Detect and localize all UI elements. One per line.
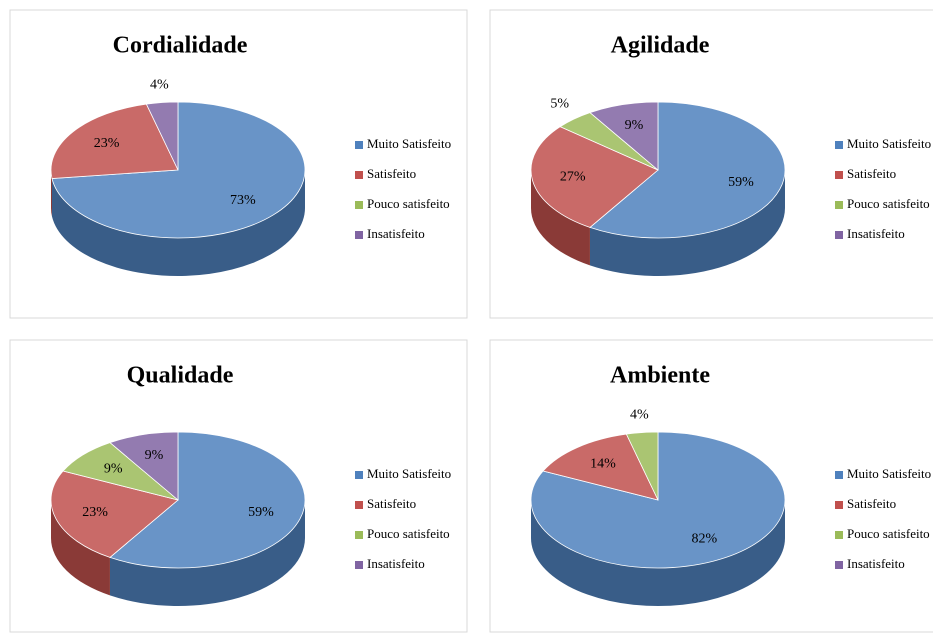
slice: [530, 431, 786, 569]
legend-label: Muito Satisfeito: [367, 466, 451, 481]
legend-swatch: [355, 531, 363, 539]
slice: [589, 101, 659, 171]
legend-label: Insatisfeito: [367, 556, 425, 571]
slice: [625, 431, 659, 501]
chart-panel: Agilidade 59% 27% 5% 9% Muito Satisfeito Satis…: [489, 9, 933, 319]
legend-swatch: [355, 471, 363, 479]
legend-label: Pouco satisfeito: [847, 526, 930, 541]
legend-label: Pouco satisfeito: [367, 196, 450, 211]
chart-title: Ambiente: [610, 363, 710, 389]
slice: [109, 431, 179, 501]
slice: [542, 433, 659, 501]
legend-swatch: [835, 471, 843, 479]
legend-swatch: [835, 531, 843, 539]
slice: [530, 126, 659, 228]
legend-swatch: [835, 171, 843, 179]
legend-label: Insatisfeito: [367, 226, 425, 241]
data-label: 4%: [150, 77, 169, 92]
legend-swatch: [355, 501, 363, 509]
legend-label: Pouco satisfeito: [847, 196, 930, 211]
legend-swatch: [835, 201, 843, 209]
slice: [145, 101, 179, 171]
data-label: 23%: [82, 505, 108, 520]
legend-label: Satisfeito: [847, 166, 896, 181]
legend-swatch: [355, 201, 363, 209]
legend-label: Muito Satisfeito: [847, 136, 931, 151]
legend-label: Insatisfeito: [847, 556, 905, 571]
legend-label: Muito Satisfeito: [847, 466, 931, 481]
data-label: 9%: [625, 118, 644, 133]
data-label: 14%: [590, 457, 616, 472]
legend-label: Satisfeito: [367, 496, 416, 511]
slice-side: [52, 170, 305, 277]
legend-label: Satisfeito: [847, 496, 896, 511]
data-label: 73%: [230, 193, 256, 208]
legend-swatch: [835, 501, 843, 509]
chart-panel: Qualidade 59% 23% 9% 9% Muito Satisfeito Satis…: [9, 339, 468, 633]
data-label: 27%: [560, 169, 586, 184]
legend-swatch: [835, 231, 843, 239]
legend-label: Pouco satisfeito: [367, 526, 450, 541]
slice: [51, 101, 306, 239]
slice-side: [51, 500, 110, 596]
data-label: 23%: [94, 136, 120, 151]
slice: [109, 431, 306, 569]
slice: [50, 470, 179, 558]
chart-title: Cordialidade: [113, 33, 248, 59]
data-label: 9%: [145, 448, 164, 463]
legend-swatch: [355, 561, 363, 569]
legend-swatch: [835, 141, 843, 149]
slice-side: [51, 170, 53, 217]
slice-side: [589, 170, 785, 276]
legend-swatch: [355, 141, 363, 149]
legend-label: Satisfeito: [367, 166, 416, 181]
slice-side: [109, 500, 306, 607]
chart-title: Qualidade: [127, 363, 234, 389]
chart-title: Agilidade: [611, 33, 710, 59]
legend-label: Insatisfeito: [847, 226, 905, 241]
slice: [50, 103, 179, 179]
legend-swatch: [835, 561, 843, 569]
data-label: 4%: [630, 407, 649, 422]
slice-side: [531, 170, 590, 266]
chart-panel: Ambiente 82% 14% 4% Muito Satisfeito Satisfei…: [489, 339, 933, 633]
slice-side: [531, 500, 785, 606]
legend-swatch: [355, 171, 363, 179]
legend-swatch: [355, 231, 363, 239]
data-label: 59%: [248, 505, 274, 520]
data-label: 82%: [691, 531, 717, 546]
chart-panel: Cordialidade 73% 23% 4% Muito Satisfeito Sati…: [9, 9, 468, 319]
data-label: 9%: [104, 462, 123, 477]
data-label: 5%: [550, 97, 569, 112]
legend-label: Muito Satisfeito: [367, 136, 451, 151]
slice: [589, 101, 786, 239]
data-label: 59%: [728, 175, 754, 190]
